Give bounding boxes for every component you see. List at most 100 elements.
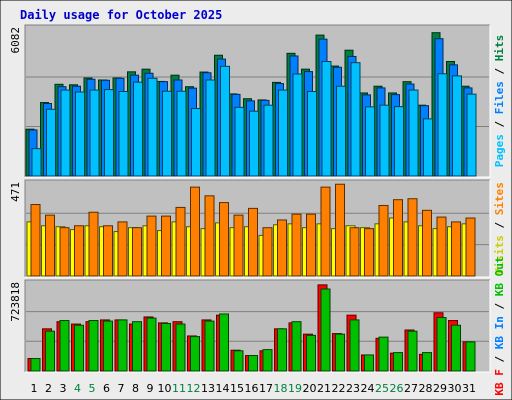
bar (219, 202, 229, 277)
bar (161, 215, 171, 277)
bar (292, 73, 303, 177)
side-label-part: / (493, 61, 506, 81)
bar (394, 106, 404, 177)
bar (249, 110, 259, 177)
day-label: 5 (89, 382, 96, 395)
day-label: 30 (448, 382, 462, 395)
bar (364, 354, 374, 372)
bar (320, 288, 331, 372)
max-value-label: 6082 (9, 27, 22, 54)
bar (176, 90, 187, 177)
bar (452, 75, 462, 177)
day-label: 12 (187, 382, 201, 395)
bar (118, 91, 129, 177)
bar (248, 207, 258, 277)
bar (465, 217, 476, 277)
side-label-part: Files (493, 81, 506, 114)
bar (393, 199, 403, 277)
day-label: 19 (288, 382, 302, 395)
day-label: 20 (303, 382, 317, 395)
day-label: 6 (103, 382, 110, 395)
bar (89, 89, 100, 177)
bar (350, 62, 361, 177)
day-label: 9 (147, 382, 154, 395)
day-label: 28 (419, 382, 433, 395)
bar (175, 206, 186, 277)
bar (74, 225, 84, 277)
day-label: 22 (332, 382, 346, 395)
panel-pages-files-hits: 6082 Pages / Files / Hits (9, 24, 506, 178)
bar (291, 321, 302, 372)
bar (378, 204, 389, 277)
bar (437, 73, 448, 177)
series-sites (30, 183, 476, 277)
bar (175, 323, 186, 372)
bar (117, 221, 128, 277)
bar (146, 317, 157, 372)
bar (320, 186, 331, 277)
day-label: 8 (132, 382, 139, 395)
bar (365, 106, 375, 177)
bar (219, 313, 229, 372)
day-label: 11 (172, 382, 186, 395)
bar (466, 93, 477, 177)
bar (75, 91, 85, 177)
bar (190, 186, 200, 277)
side-label-part: / (493, 296, 506, 316)
max-value-label: 471 (9, 182, 22, 202)
bar (132, 227, 142, 277)
day-label: 2 (45, 382, 52, 395)
day-label: 25 (375, 382, 389, 395)
panel-bevel-light (25, 25, 491, 178)
bar (423, 118, 433, 177)
bar (88, 211, 99, 277)
series-side-label: KB F / KB In / KB Out (493, 256, 506, 395)
day-label: 15 (230, 382, 244, 395)
bar (31, 148, 42, 177)
bar (133, 81, 143, 177)
series-pages (31, 60, 477, 177)
bar (59, 320, 70, 372)
bar (248, 355, 258, 372)
bar (407, 330, 418, 372)
bar (104, 89, 114, 177)
day-label: 21 (317, 382, 331, 395)
day-label: 10 (158, 382, 172, 395)
bar (422, 352, 432, 372)
bar (379, 104, 390, 177)
bar (117, 319, 128, 372)
bar (103, 225, 113, 277)
bar (190, 336, 200, 372)
bar (335, 333, 345, 372)
bar (132, 321, 142, 372)
side-label-part: / (493, 349, 506, 369)
bar (45, 214, 55, 277)
panel-bevel-light (25, 180, 491, 278)
side-label-part: Pages (493, 134, 506, 167)
day-labels: 1 2 3 4 5 6 7 8 9 10 11 12 13 14 15 16 17 18 19 20 21 22 23 24 2… (31, 382, 477, 395)
bar (59, 227, 70, 277)
side-label-part: Hits (493, 35, 506, 62)
bar (88, 320, 99, 372)
day-label: 18 (274, 382, 288, 395)
bar (336, 85, 346, 177)
side-label-part: / (493, 215, 506, 235)
series-kb-out (30, 288, 476, 372)
bar (147, 77, 158, 177)
bar (191, 108, 201, 177)
bar (262, 227, 273, 277)
bar (74, 324, 84, 372)
bar (204, 195, 215, 277)
day-label: 27 (404, 382, 418, 395)
side-label-part: KB In (493, 316, 506, 349)
panel-bevel-dark (24, 24, 490, 177)
day-label: 26 (390, 382, 404, 395)
series-side-label: Pages / Files / Hits (493, 35, 506, 168)
bar (233, 350, 244, 372)
bar (451, 221, 461, 277)
bar (278, 89, 288, 177)
day-label: 29 (433, 382, 447, 395)
bar (349, 319, 360, 372)
